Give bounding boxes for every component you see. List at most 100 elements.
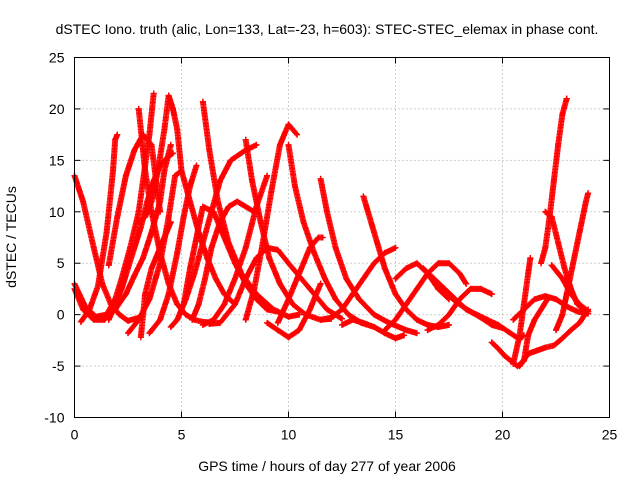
data-point <box>189 316 196 323</box>
data-point <box>268 188 275 195</box>
data-point <box>165 92 172 99</box>
data-point <box>114 131 121 138</box>
data-point <box>531 296 538 303</box>
series-pass-16 <box>199 172 271 328</box>
data-point <box>392 291 399 298</box>
y-tick-label: -5 <box>52 358 65 374</box>
data-point <box>520 301 527 308</box>
plot-frame <box>74 57 610 418</box>
data-point <box>413 285 420 292</box>
data-point <box>360 319 367 326</box>
data-point <box>559 275 566 282</box>
data-point <box>559 335 566 342</box>
data-point <box>154 249 161 256</box>
data-point <box>195 301 202 308</box>
data-point <box>187 183 194 190</box>
data-point <box>148 229 155 236</box>
data-point <box>110 167 117 174</box>
data-point <box>131 244 138 251</box>
data-point <box>90 316 97 323</box>
data-point <box>574 308 581 315</box>
data-point <box>165 291 172 298</box>
data-point <box>533 347 540 354</box>
data-point <box>516 363 523 370</box>
data-point <box>555 239 562 246</box>
data-point <box>199 321 206 328</box>
series-pass-14 <box>189 198 258 323</box>
data-point <box>446 293 452 300</box>
data-point <box>169 150 176 157</box>
data-point <box>446 321 452 328</box>
data-point <box>424 321 431 328</box>
data-point <box>242 275 249 282</box>
data-point <box>553 327 559 334</box>
data-point-trail <box>420 265 527 343</box>
data-point <box>371 323 378 330</box>
data-point <box>317 316 324 323</box>
data-point <box>510 316 517 323</box>
x-tick-label: 5 <box>178 427 186 443</box>
data-point <box>467 285 474 292</box>
data-point <box>95 282 102 289</box>
data-point <box>167 141 174 148</box>
data-point <box>531 316 538 323</box>
data-point <box>135 105 142 112</box>
data-point <box>371 229 378 236</box>
data-point <box>339 321 345 328</box>
data-point <box>360 193 367 200</box>
x-axis-label: GPS time / hours of day 277 of year 2006 <box>198 458 456 474</box>
data-point <box>356 296 363 303</box>
data-point <box>116 311 123 318</box>
data-point <box>392 316 399 323</box>
data-point <box>146 131 153 138</box>
data-point <box>488 321 495 328</box>
data-point <box>251 285 258 292</box>
data-point <box>339 315 345 322</box>
data-point <box>131 147 138 154</box>
data-point <box>542 244 549 251</box>
data-point <box>456 301 463 308</box>
data-point <box>174 126 181 133</box>
data-point <box>403 301 410 308</box>
data-point <box>227 157 234 164</box>
data-point <box>300 219 307 226</box>
data-point <box>401 332 408 339</box>
series-pass-11 <box>146 162 200 337</box>
data-point <box>139 255 146 262</box>
data-point <box>435 260 442 267</box>
data-point <box>167 219 174 226</box>
data-point <box>501 352 508 359</box>
data-point <box>324 306 331 313</box>
data-point <box>182 311 189 318</box>
data-point <box>122 172 129 179</box>
data-point <box>210 208 217 215</box>
data-point <box>446 311 452 318</box>
series-pass-36 <box>538 95 570 267</box>
data-point <box>157 316 164 323</box>
data-point <box>488 291 495 298</box>
data-point <box>146 296 153 303</box>
data-point <box>169 105 176 112</box>
data-point <box>456 296 463 303</box>
data-point <box>80 306 87 313</box>
data-point <box>431 275 438 282</box>
data-point <box>285 296 292 303</box>
data-point <box>435 321 442 328</box>
data-point <box>125 265 131 272</box>
x-tick-label: 0 <box>71 427 79 443</box>
data-point <box>285 334 292 341</box>
data-point <box>548 213 555 220</box>
data-point <box>161 167 168 174</box>
data-point <box>563 291 570 298</box>
data-point <box>276 141 283 148</box>
data-point <box>576 229 583 236</box>
data-point <box>527 255 534 262</box>
data-point <box>180 213 187 220</box>
data-point <box>319 234 326 241</box>
series-pass-21 <box>264 280 324 341</box>
data-point <box>339 306 345 313</box>
series-pass-10 <box>137 219 174 341</box>
data-point <box>343 275 350 282</box>
chart-title: dSTEC Iono. truth (alic, Lon=133, Lat=-2… <box>56 21 599 37</box>
